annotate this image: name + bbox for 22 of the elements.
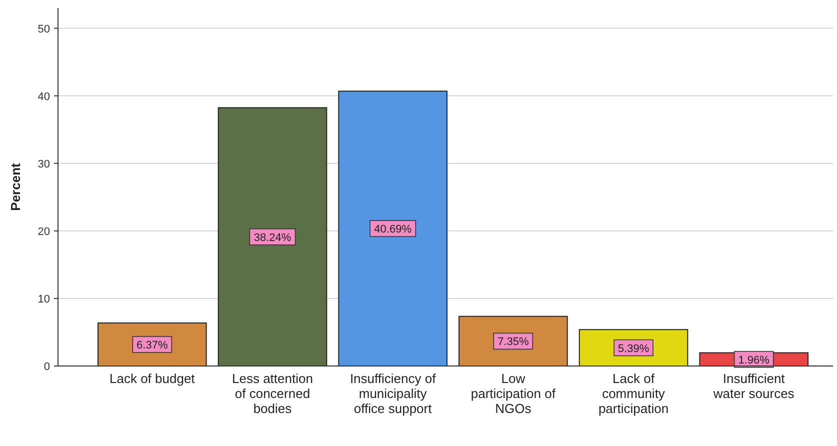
bar — [458, 316, 568, 366]
data-label: 1.96% — [738, 354, 770, 366]
data-label: 40.69% — [374, 224, 412, 236]
x-tick-label: Lack of community participation — [598, 371, 669, 416]
data-label: 5.39% — [618, 342, 650, 355]
y-tick-label: 0 — [44, 361, 50, 373]
x-tick-label: Low participation of NGOs — [470, 371, 556, 416]
x-tick-label: Less attention of concerned bodies — [232, 371, 313, 416]
data-label: 6.37% — [136, 339, 168, 352]
y-tick-label: 30 — [38, 158, 50, 170]
x-tick-label: Insufficiency of municipality office support — [350, 371, 436, 416]
y-tick-label: 10 — [38, 293, 50, 306]
bar — [218, 107, 328, 366]
data-label: 7.35% — [498, 336, 529, 348]
data-label: 38.24% — [254, 232, 292, 244]
y-tick-label: 20 — [38, 226, 50, 238]
y-axis-title: Percent — [8, 162, 23, 211]
x-tick-label: Insufficient water sources — [712, 371, 795, 401]
y-tick-label: 40 — [38, 90, 50, 103]
x-tick-label: Lack of budget — [110, 371, 196, 386]
y-tick-label: 50 — [38, 23, 50, 36]
bar — [338, 90, 448, 366]
